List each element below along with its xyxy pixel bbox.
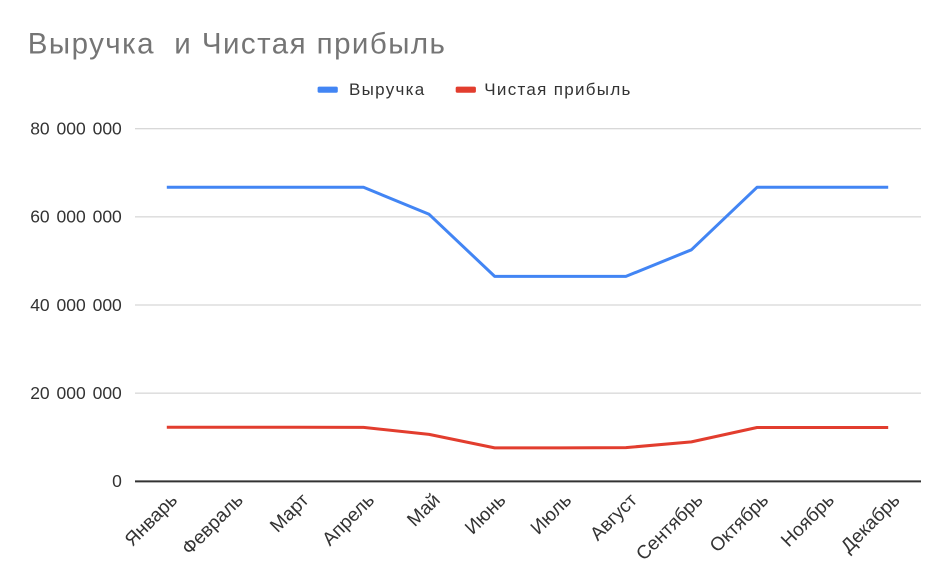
svg-text:Выручка: Выручка	[349, 80, 426, 99]
svg-text:60 000 000: 60 000 000	[30, 207, 122, 227]
svg-text:Выручка и Чистая прибыль: Выручка и Чистая прибыль	[28, 28, 447, 61]
svg-text:Чистая прибыль: Чистая прибыль	[484, 80, 631, 99]
svg-text:20 000 000: 20 000 000	[30, 383, 122, 403]
svg-text:40 000 000: 40 000 000	[30, 295, 122, 315]
svg-text:80 000 000: 80 000 000	[30, 119, 122, 139]
svg-text:0: 0	[112, 471, 122, 491]
